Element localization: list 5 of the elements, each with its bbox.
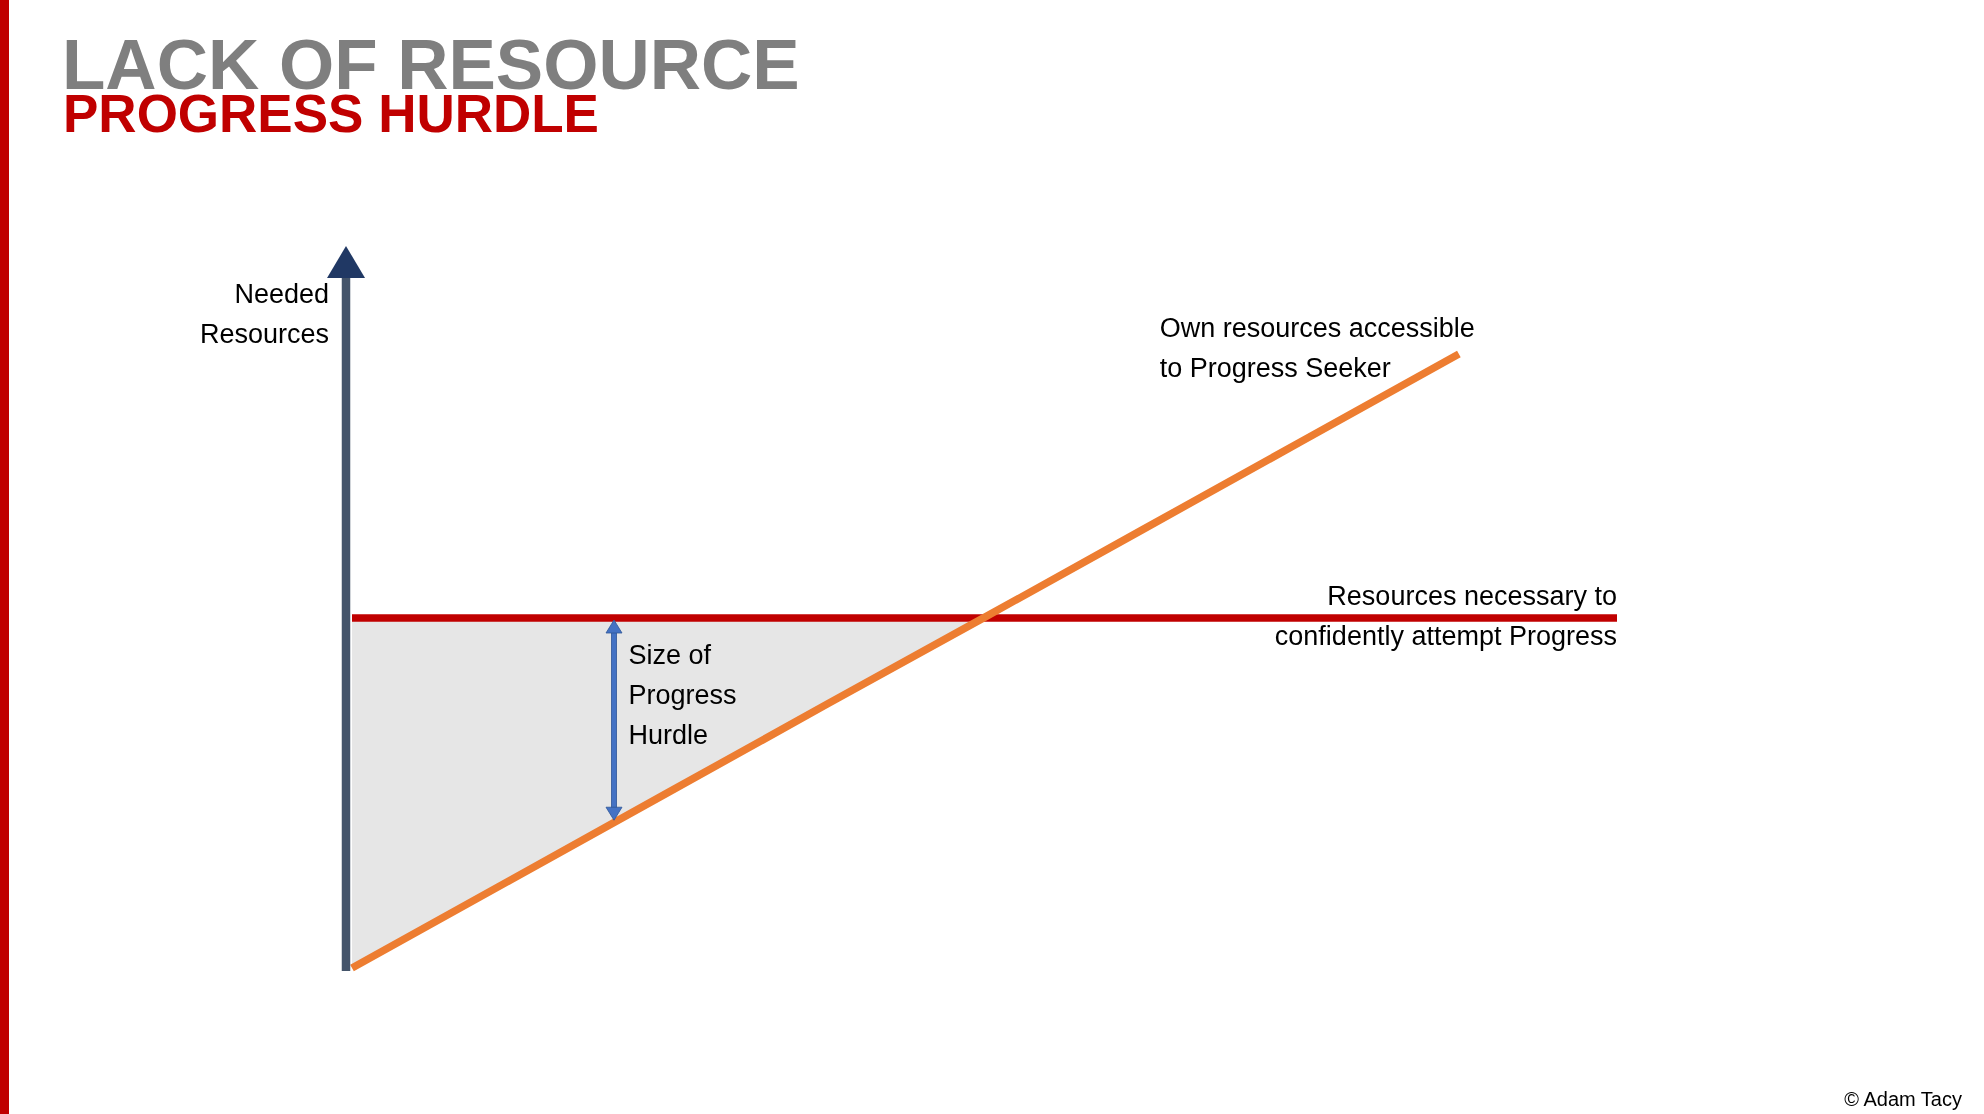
text: © Adam Tacy — [1844, 1087, 1962, 1112]
series-label: Own resources accessible to Progress Seeker — [1159, 313, 1475, 384]
series-label: Resources necessary to confidently attempt Progress — [1274, 581, 1617, 652]
y-axis-title: Needed Resources — [199, 279, 329, 350]
annotation: Size of Progress Hurdle — [628, 640, 737, 751]
